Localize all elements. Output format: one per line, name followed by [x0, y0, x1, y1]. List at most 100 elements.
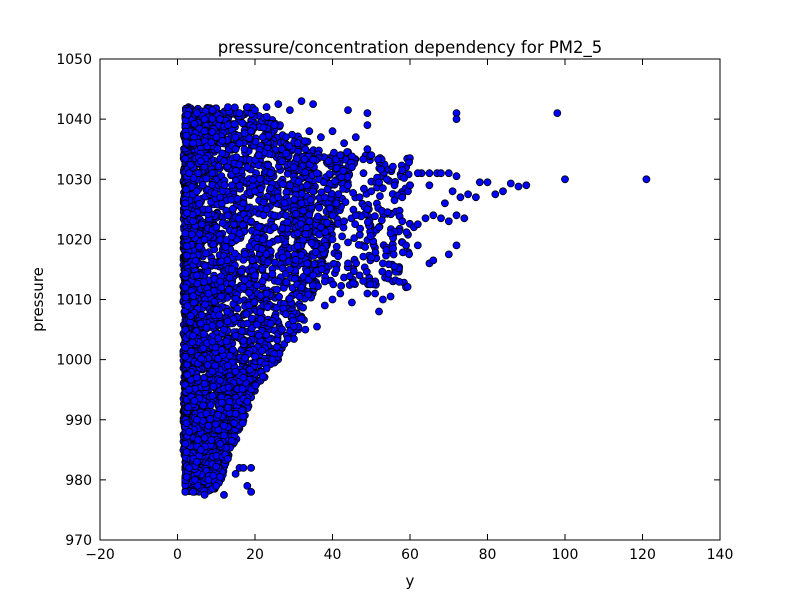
scatter-point — [296, 219, 305, 228]
scatter-point — [398, 193, 407, 202]
scatter-point — [223, 307, 232, 316]
scatter-point — [189, 298, 198, 307]
scatter-point — [186, 160, 195, 169]
scatter-point — [355, 193, 364, 202]
scatter-point — [293, 229, 302, 238]
scatter-point — [383, 208, 392, 217]
scatter-point — [235, 109, 244, 117]
scatter-point — [309, 155, 318, 164]
scatter-point — [337, 281, 346, 290]
scatter-point — [390, 181, 399, 190]
scatter-point — [305, 210, 314, 219]
scatter-point — [324, 157, 333, 166]
scatter-point — [306, 195, 315, 204]
scatter-point — [499, 187, 507, 196]
scatter-point — [361, 243, 370, 251]
scatter-point — [429, 256, 438, 265]
scatter-point — [382, 175, 391, 184]
scatter-point — [240, 276, 249, 284]
scatter-point — [325, 204, 334, 213]
scatter-point — [212, 223, 221, 232]
scatter-point — [263, 258, 272, 267]
y-tick-label: 1050 — [56, 52, 92, 68]
scatter-point — [192, 109, 201, 117]
scatter-point — [223, 454, 232, 463]
scatter-point — [363, 109, 372, 117]
scatter-point — [297, 314, 306, 323]
scatter-point — [242, 310, 251, 318]
scatter-point — [421, 214, 430, 223]
scatter-point — [366, 280, 375, 289]
scatter-point — [197, 311, 206, 320]
scatter-point — [212, 133, 221, 142]
scatter-point — [273, 235, 282, 244]
scatter-point — [413, 169, 422, 178]
scatter-point — [483, 178, 492, 187]
scatter-point — [225, 285, 233, 294]
scatter-point — [356, 224, 365, 233]
scatter-point — [216, 472, 225, 481]
scatter-point — [297, 283, 306, 292]
scatter-point — [281, 310, 290, 319]
scatter-point — [320, 301, 329, 310]
scatter-point — [561, 175, 569, 184]
scatter-point — [305, 217, 314, 226]
scatter-point — [491, 190, 500, 199]
points-layer — [179, 97, 651, 499]
scatter-point — [452, 115, 461, 123]
scatter-point — [181, 154, 190, 163]
scatter-point — [182, 138, 191, 147]
scatter-point — [266, 184, 275, 193]
scatter-point — [452, 172, 461, 181]
scatter-point — [198, 220, 206, 229]
scatter-point — [278, 253, 287, 262]
scatter-point — [475, 178, 484, 187]
scatter-point — [190, 475, 199, 484]
scatter-point — [190, 119, 199, 128]
scatter-point — [208, 180, 217, 189]
scatter-point — [245, 134, 254, 143]
scatter-point — [262, 330, 271, 339]
scatter-point — [413, 220, 422, 229]
scatter-point — [363, 289, 372, 298]
scatter-point — [218, 149, 227, 158]
scatter-point — [444, 169, 453, 178]
scatter-point — [323, 218, 332, 227]
scatter-point — [332, 164, 341, 173]
scatter-point — [452, 241, 461, 250]
scatter-point — [216, 376, 225, 385]
scatter-point — [398, 217, 407, 226]
scatter-point — [344, 238, 352, 247]
scatter-point — [189, 331, 197, 340]
scatter-point — [201, 262, 210, 270]
scatter-point — [222, 236, 231, 244]
scatter-point — [238, 419, 247, 428]
scatter-point — [182, 185, 191, 194]
scatter-point — [200, 490, 209, 499]
scatter-point — [347, 298, 356, 307]
scatter-point — [444, 250, 453, 259]
scatter-point — [272, 343, 281, 352]
scatter-point — [367, 187, 376, 196]
scatter-point — [642, 175, 651, 184]
scatter-point — [389, 250, 398, 259]
scatter-point — [301, 168, 310, 177]
scatter-point — [243, 319, 252, 328]
x-tick-label: 100 — [552, 547, 579, 563]
scatter-point — [228, 204, 237, 213]
scatter-point — [227, 181, 236, 190]
scatter-point — [204, 205, 213, 214]
scatter-point — [309, 187, 318, 196]
scatter-point — [274, 100, 283, 108]
scatter-point — [245, 365, 254, 374]
scatter-point — [256, 308, 265, 317]
scatter-point — [238, 406, 247, 415]
scatter-point — [202, 174, 211, 183]
scatter-point — [278, 224, 287, 233]
scatter-point — [251, 187, 259, 196]
x-tick-label: 60 — [401, 547, 419, 563]
scatter-point — [256, 315, 265, 324]
scatter-point — [440, 199, 449, 208]
scatter-point — [248, 256, 257, 265]
x-tick-label: −20 — [85, 547, 115, 563]
